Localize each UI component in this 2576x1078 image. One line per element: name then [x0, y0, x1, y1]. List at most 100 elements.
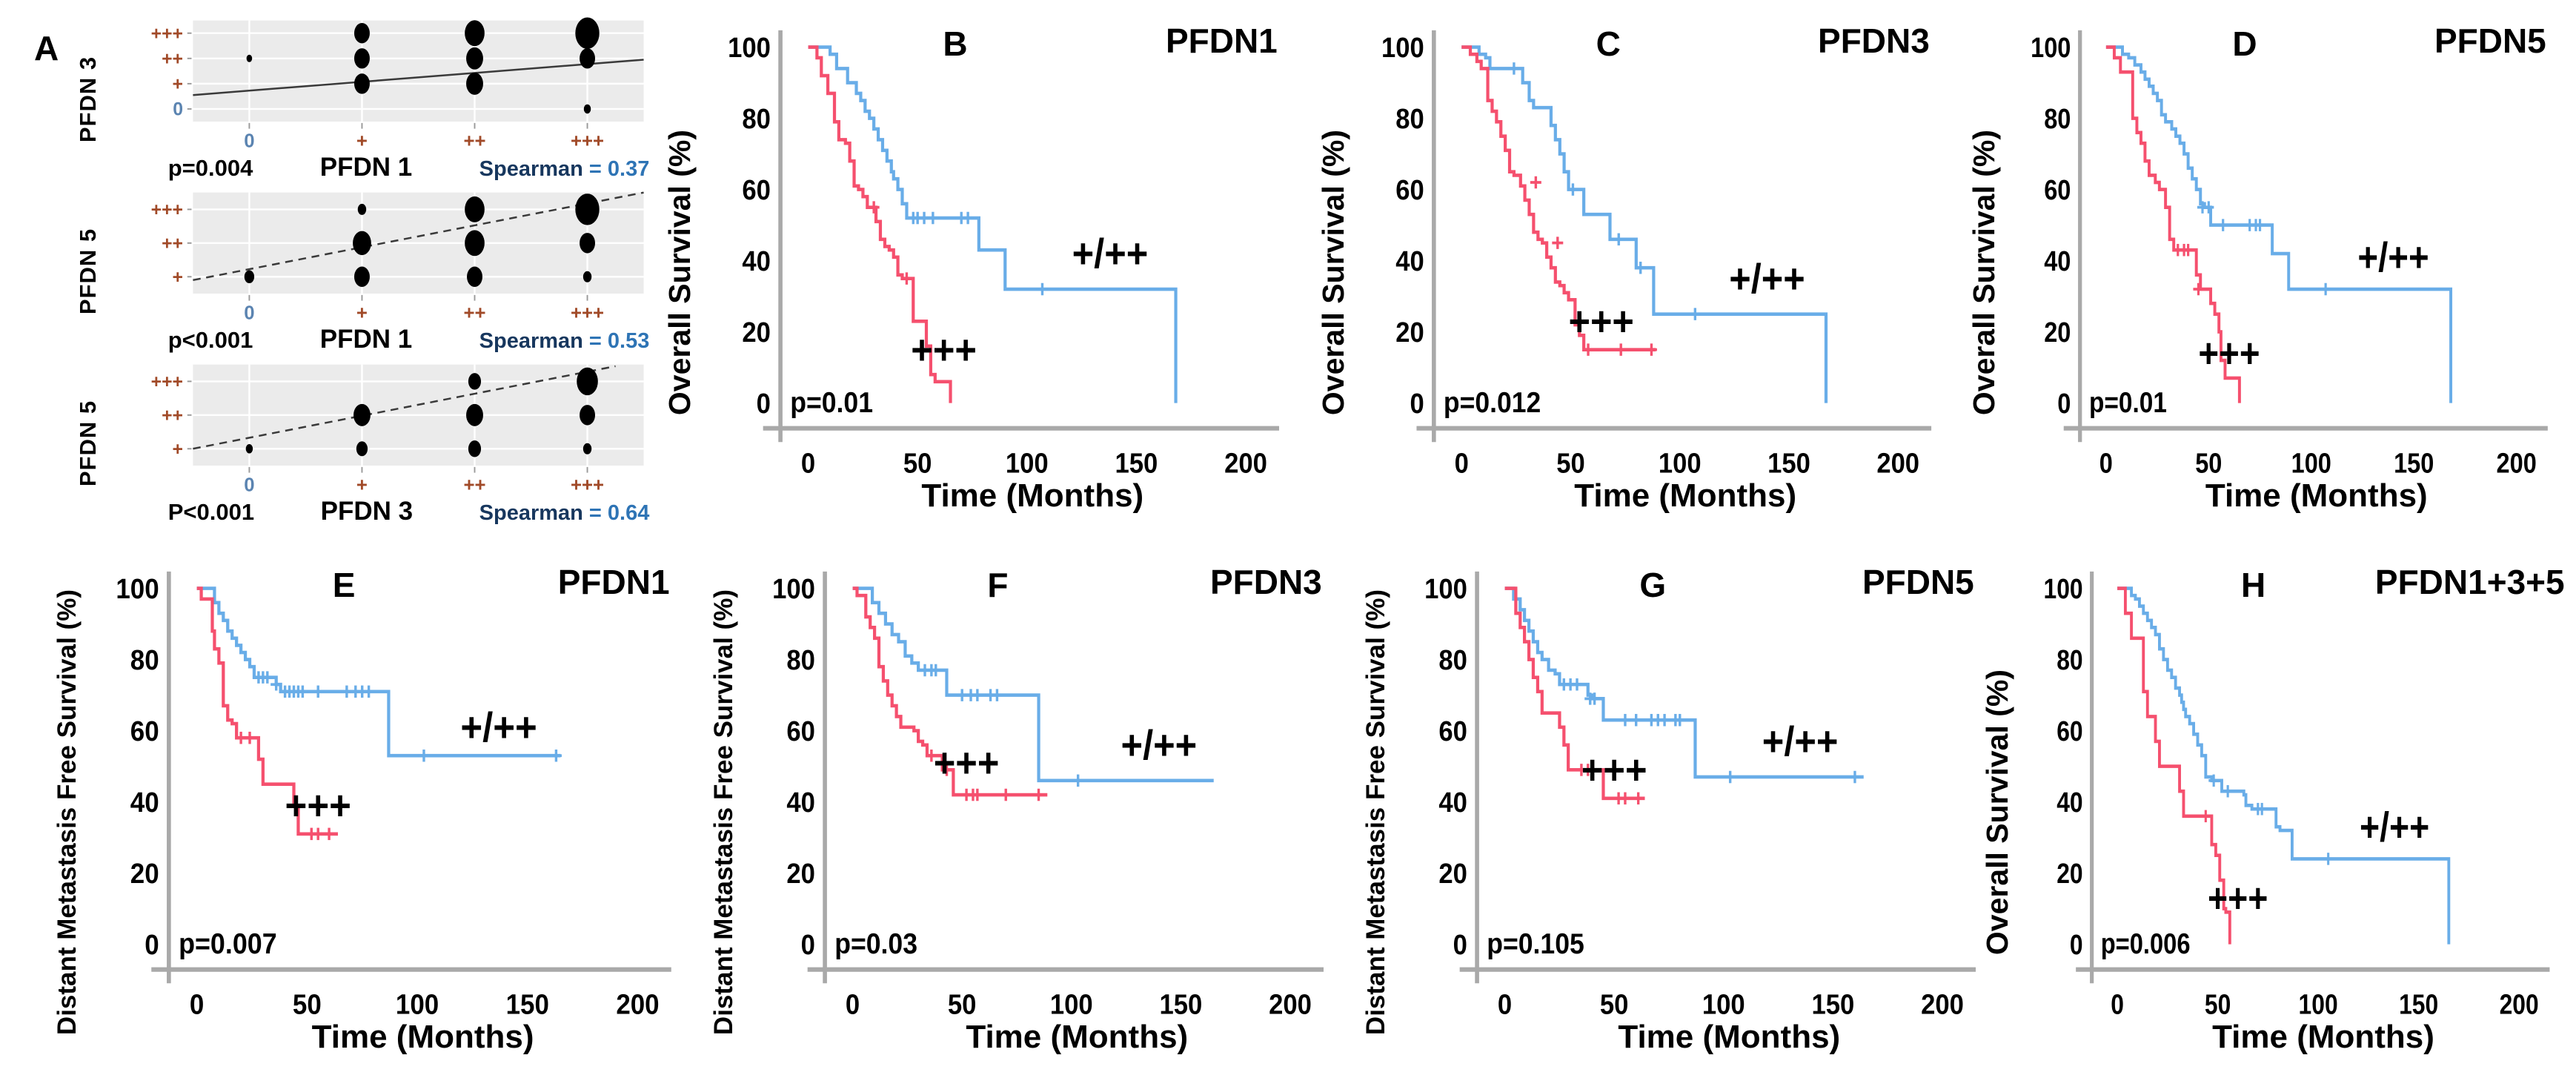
km-chart-svg: 0 20 40 60 80 100 0 50 100 150 200 p=0.105 +/++ +++ — [1424, 571, 1976, 1020]
y-tick-label: 20 — [1438, 857, 1467, 889]
x-axis-title: Time (Months) — [2205, 477, 2428, 514]
bubble-plot-pfdn3-vs-pfdn1: PFDN 3 0 + ++ +++ 0 + ++ +++ p=0.004 PFDN 1 Spe… — [68, 15, 652, 184]
y-tick-label: +++ — [151, 371, 183, 392]
bubble-point — [468, 440, 482, 457]
x-tick-label: 0 — [244, 474, 254, 495]
x-tick-label: 150 — [506, 988, 549, 1020]
y-tick-label: 80 — [1438, 644, 1467, 675]
y-tick-label: 60 — [1438, 715, 1467, 747]
x-tick-label: + — [356, 474, 368, 495]
gene-title: PFDN3 — [1209, 563, 1322, 601]
y-tick-label: 0 — [1453, 928, 1467, 960]
censor-marks — [2172, 243, 2204, 296]
censor-marks — [1508, 62, 1701, 320]
gene-title: PFDN1+3+5 — [2374, 563, 2565, 601]
p-value: p=0.01 — [2089, 386, 2167, 418]
y-tick-label: 40 — [130, 787, 159, 819]
bubble-point — [575, 194, 600, 225]
y-tick-label: 20 — [130, 858, 159, 890]
spearman-annotation: Spearman = 0.53 — [479, 329, 650, 353]
bubble-point — [466, 47, 483, 70]
km-chart-svg: 0 20 40 60 80 100 0 50 100 150 200 p=0.01 +/++ +++ — [728, 30, 1280, 479]
y-tick-label: 20 — [2044, 317, 2071, 348]
series-label: +/++ — [1072, 231, 1149, 277]
panel-f: Distant Metastasis Free Survival (%) F P… — [700, 550, 1346, 1075]
p-value: p=0.007 — [179, 927, 277, 960]
plot-background — [193, 20, 644, 122]
bubble-point — [353, 231, 371, 256]
y-tick-label: 60 — [2057, 715, 2082, 747]
x-axis-title: Time (Months) — [2212, 1019, 2434, 1055]
trend-line — [193, 365, 616, 450]
x-tick-label: 100 — [396, 988, 439, 1020]
panel-letter: D — [2232, 24, 2257, 63]
series-label: +++ — [1581, 747, 1647, 793]
y-axis-title: Overall Survival (%) — [1979, 669, 2014, 956]
x-axis-title: Time (Months) — [1618, 1019, 1841, 1055]
y-tick-label: ++ — [162, 405, 183, 426]
bubble-plot-pfdn5-vs-pfdn1: PFDN 5 0 + ++ +++ + ++ +++ p<0.001 PFDN 1 Spea… — [68, 187, 652, 356]
bubble-chart-svg: 0 + ++ +++++++++ — [151, 364, 644, 496]
y-tick-label: 100 — [1381, 31, 1424, 63]
censor-marks — [919, 664, 1084, 787]
bubble-point — [353, 22, 370, 44]
y-tick-label: 60 — [742, 173, 771, 205]
y-tick-label: 40 — [1395, 245, 1424, 277]
km-curve-high-group — [808, 45, 952, 403]
x-tick-label: 0 — [244, 302, 254, 323]
y-tick-label: 0 — [2070, 929, 2083, 960]
x-tick-label: 150 — [2394, 447, 2434, 479]
km-curve-low-group — [1504, 586, 1864, 779]
x-tick-label: 0 — [2111, 989, 2124, 1020]
y-tick-label: 0 — [173, 99, 183, 120]
y-axis-title: Distant Metastasis Free Survival (%) — [53, 589, 82, 1036]
x-tick-label: 200 — [2500, 989, 2539, 1020]
y-tick-label: 60 — [130, 715, 159, 747]
bubble-point — [580, 405, 596, 426]
km-curve-low-group — [1461, 45, 1828, 403]
y-tick-label: ++ — [162, 48, 183, 69]
bubble-point — [353, 48, 370, 69]
x-axis-title: Time (Months) — [1574, 477, 1797, 514]
censor-marks — [235, 731, 335, 841]
series-label: +++ — [911, 328, 977, 374]
y-axis-title: PFDN 5 — [75, 228, 101, 315]
panel-letter: F — [987, 566, 1009, 604]
x-tick-label: 100 — [1050, 988, 1093, 1020]
x-tick-label: 200 — [1224, 447, 1267, 479]
bubble-point — [582, 271, 592, 282]
censor-marks — [1558, 678, 1861, 784]
y-tick-label: 60 — [786, 715, 815, 747]
x-tick-label: 50 — [2195, 447, 2222, 479]
x-tick-label: 100 — [1006, 447, 1049, 479]
x-tick-label: ++ — [463, 474, 485, 495]
y-tick-label: 0 — [1410, 387, 1424, 419]
censor-marks — [1530, 176, 1657, 356]
series-label: +++ — [1568, 299, 1633, 345]
bubble-point — [466, 72, 483, 95]
bubble-point — [467, 266, 482, 288]
y-tick-label: 100 — [2044, 573, 2083, 604]
x-tick-label: 50 — [903, 447, 932, 479]
km-chart-svg: 0 20 40 60 80 100 0 50 100 150 200 p=0.007 +/++ +++ — [116, 571, 671, 1020]
x-tick-label: 0 — [801, 447, 815, 479]
y-tick-label: 100 — [728, 31, 771, 63]
x-tick-label: 0 — [190, 988, 204, 1020]
y-tick-label: + — [173, 439, 183, 460]
x-tick-label: ++ — [463, 302, 485, 323]
panel-a-plots: PFDN 3 0 + ++ +++ 0 + ++ +++ p=0.004 PFDN 1 Spe… — [68, 15, 652, 528]
panel-a-letter: A — [34, 29, 59, 67]
panel-b: Overall Survival (%) B PFDN1 0 20 40 60 80 10… — [655, 9, 1301, 537]
p-value: p=0.006 — [2101, 927, 2191, 960]
panel-c: Overall Survival (%) C PFDN3 0 20 40 60 80 10… — [1309, 9, 1953, 537]
x-tick-label: 100 — [2291, 447, 2331, 479]
series-label: +++ — [934, 741, 1000, 787]
bubble-point — [356, 441, 368, 457]
censor-marks — [868, 201, 912, 285]
x-tick-label: 200 — [1876, 447, 1919, 479]
x-tick-label: ++ — [463, 130, 485, 151]
x-tick-label: + — [356, 130, 368, 151]
p-value: p=0.004 — [167, 155, 253, 181]
y-tick-label: 40 — [2057, 787, 2082, 818]
x-tick-label: 50 — [948, 988, 977, 1020]
